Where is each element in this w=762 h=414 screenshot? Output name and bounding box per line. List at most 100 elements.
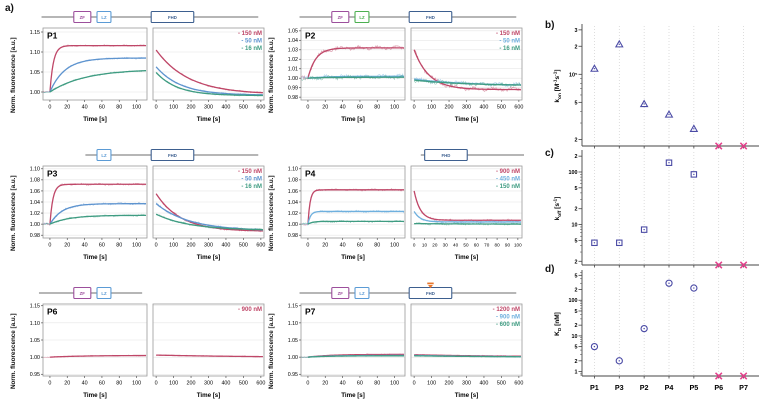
x-tick: 40 bbox=[82, 381, 88, 387]
y-axis-label: Norm. fluorescence [a.u.] bbox=[10, 37, 17, 113]
y-tick: 1.00 bbox=[30, 222, 40, 228]
y-tick: 2 bbox=[575, 44, 578, 50]
x-tick: 80 bbox=[495, 243, 501, 248]
association-plot: 0 20 40 60 80 100 0.98 0.99 1.00 1.01 1.02 1.03 1.04… bbox=[288, 27, 406, 123]
domain-box-LZ bbox=[96, 148, 112, 162]
x-tick: 60 bbox=[357, 105, 363, 111]
dissociation-plot: 0 100 200 300 400 500 600 - 150 nM - 50 nM- 16 n… bbox=[410, 27, 523, 123]
x-tick: 20 bbox=[322, 381, 328, 387]
y-tick: 5 bbox=[575, 309, 578, 315]
domain-label-ZF: ZF bbox=[338, 291, 344, 296]
panel-P6: ZF LZ Norm. fluorescence [a.u.] 0 20 40 60 80… bbox=[8, 282, 266, 402]
category-label: P3 bbox=[615, 383, 624, 392]
y-tick: 100 bbox=[569, 170, 578, 176]
x-tick: 400 bbox=[221, 105, 230, 111]
x-axis-label: Time [s] bbox=[197, 392, 221, 399]
x-axis-label: Time [s] bbox=[455, 254, 479, 261]
y-tick: 1.15 bbox=[288, 304, 298, 310]
x-tick: 60 bbox=[99, 381, 105, 387]
domain-box-FHD bbox=[424, 148, 468, 162]
panel-P2: ZF LZ FHD Norm. fluorescence [a.u.] 0 20 40 6… bbox=[266, 6, 524, 126]
x-tick: 500 bbox=[239, 243, 248, 249]
x-axis-label: Time [s] bbox=[83, 254, 107, 261]
x-tick: 80 bbox=[116, 105, 122, 111]
x-axis-label: Time [s] bbox=[83, 116, 107, 123]
category-label: P7 bbox=[739, 383, 748, 392]
x-tick: 40 bbox=[82, 243, 88, 249]
y-axis-label: koff [s-1] bbox=[552, 197, 563, 221]
y-tick: 1.10 bbox=[30, 167, 40, 173]
y-tick: 5 bbox=[575, 238, 578, 244]
domain-label-FHD: FHD bbox=[168, 153, 177, 158]
y-tick: 1.08 bbox=[30, 178, 40, 184]
fit-16 nM bbox=[307, 76, 405, 79]
y-axis-label: kon [M-1s-1] bbox=[552, 69, 563, 102]
y-tick: 1.10 bbox=[288, 167, 298, 173]
x-tick: 600 bbox=[256, 105, 265, 111]
fit-150 nM bbox=[307, 220, 405, 225]
category-label: P5 bbox=[689, 383, 698, 392]
dissociation-curves bbox=[156, 354, 264, 358]
fit-50 nM bbox=[49, 203, 147, 225]
y-tick: 2 bbox=[575, 207, 578, 213]
y-tick: 2 bbox=[575, 323, 578, 329]
domain-label-LZ: LZ bbox=[101, 291, 107, 296]
y-tick: 5 bbox=[575, 186, 578, 192]
dissociation-plot: 0 100 200 300 400 500 600 - 1200 nM - 900 nM- 60… bbox=[410, 303, 523, 399]
x-tick: 80 bbox=[374, 381, 380, 387]
x-tick: 60 bbox=[357, 381, 363, 387]
y-tick: 1.08 bbox=[288, 178, 298, 184]
y-tick: 1.15 bbox=[30, 304, 40, 310]
fit-50 nM bbox=[155, 66, 263, 96]
x-axis-label: Time [s] bbox=[197, 254, 221, 261]
domain-box-ZF bbox=[73, 10, 92, 24]
x-tick: 60 bbox=[474, 243, 480, 248]
fit-16 nM bbox=[49, 69, 147, 93]
fit-900 nM bbox=[49, 354, 147, 358]
domain-label-FHD: FHD bbox=[426, 15, 435, 20]
association-curves bbox=[43, 44, 147, 94]
y-tick: 1.10 bbox=[288, 321, 298, 327]
legend-50 nM: - 50 nM bbox=[241, 177, 262, 183]
dissociation-curves bbox=[413, 354, 522, 358]
x-tick: 10 bbox=[422, 243, 428, 248]
y-tick: 2 bbox=[575, 137, 578, 143]
x-tick: 90 bbox=[505, 243, 511, 248]
y-tick: 1.10 bbox=[30, 321, 40, 327]
category-label: P2 bbox=[640, 383, 649, 392]
fit-450 nM bbox=[413, 211, 521, 223]
legend-150 nM: - 150 nM bbox=[238, 169, 262, 175]
domain-box-FHD bbox=[150, 10, 195, 24]
legend-1200 nM: - 1200 nM bbox=[493, 307, 520, 313]
y-tick: 1.15 bbox=[30, 30, 40, 36]
x-tick: 300 bbox=[462, 105, 471, 111]
x-tick: 60 bbox=[99, 105, 105, 111]
x-tick: 0 bbox=[413, 105, 416, 111]
x-tick: 20 bbox=[432, 243, 438, 248]
domain-diagram: LZ FHD bbox=[85, 148, 259, 162]
y-tick: 2 bbox=[575, 259, 578, 265]
domain-diagram: ZF LZ FHD bbox=[299, 282, 517, 300]
x-tick: 300 bbox=[204, 381, 213, 387]
dissociation-plot: 0 100 200 300 400 500 600 - 150 nM - 50 nM- 16 n… bbox=[152, 27, 265, 123]
x-tick: 100 bbox=[427, 381, 436, 387]
x-tick: 400 bbox=[221, 381, 230, 387]
domain-box-ZF bbox=[73, 286, 92, 300]
x-tick: 20 bbox=[64, 243, 70, 249]
association-curves bbox=[43, 354, 147, 358]
x-tick: 200 bbox=[445, 381, 454, 387]
x-tick: 100 bbox=[427, 105, 436, 111]
y-tick: 10 bbox=[572, 334, 578, 340]
panel-title: P2 bbox=[305, 31, 316, 41]
y-tick: 1.06 bbox=[288, 189, 298, 195]
category-label: P4 bbox=[665, 383, 674, 392]
fit-150 nM bbox=[155, 49, 263, 94]
fit-600 nM bbox=[414, 355, 521, 358]
x-tick: 20 bbox=[322, 243, 328, 249]
association-plot: 0 20 40 60 80 100 0.95 1.00 1.05 1.10 1.15 P6 Time [… bbox=[30, 303, 148, 399]
domain-label-ZF: ZF bbox=[80, 291, 86, 296]
x-tick: 100 bbox=[169, 105, 178, 111]
y-tick: 1.02 bbox=[288, 211, 298, 217]
y-tick: 1.00 bbox=[288, 355, 298, 361]
x-tick: 40 bbox=[340, 381, 346, 387]
